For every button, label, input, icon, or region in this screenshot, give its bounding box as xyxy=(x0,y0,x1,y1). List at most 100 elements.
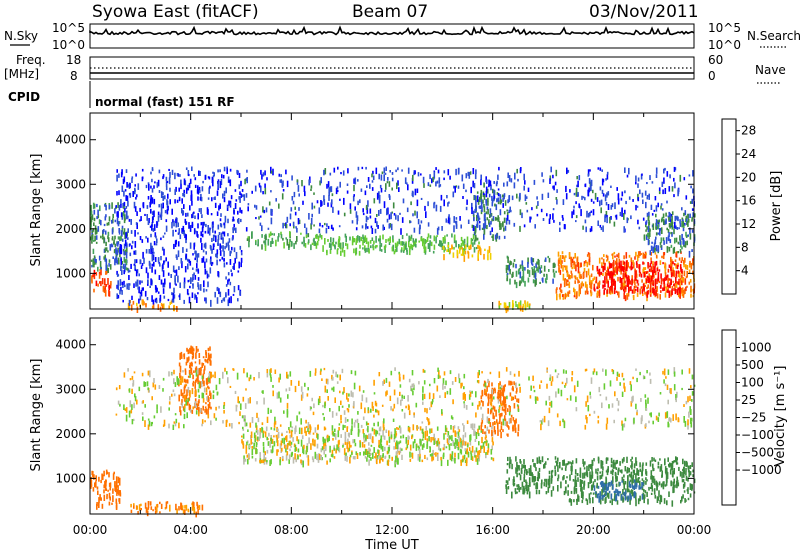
data-cell xyxy=(588,464,590,472)
data-cell xyxy=(583,263,585,267)
data-cell xyxy=(617,266,619,272)
data-cell xyxy=(189,205,191,211)
data-cell xyxy=(617,198,620,205)
data-cell xyxy=(658,280,661,283)
data-cell xyxy=(91,264,93,268)
data-cell xyxy=(475,412,477,418)
data-cell xyxy=(425,240,427,243)
data-cell xyxy=(275,239,277,247)
data-cell xyxy=(150,506,153,510)
data-cell xyxy=(163,248,165,256)
data-cell xyxy=(553,219,555,223)
data-cell xyxy=(366,207,369,214)
data-cell xyxy=(647,262,649,267)
data-cell xyxy=(562,476,564,481)
data-cell xyxy=(531,269,534,276)
data-cell xyxy=(582,472,584,479)
data-cell xyxy=(424,430,427,436)
data-cell xyxy=(396,245,398,252)
data-cell xyxy=(657,232,660,235)
data-cell xyxy=(688,470,690,478)
data-cell xyxy=(107,235,109,240)
data-cell xyxy=(308,437,310,444)
data-cell xyxy=(605,202,608,206)
data-cell xyxy=(304,223,306,228)
data-cell xyxy=(205,352,207,358)
data-cell xyxy=(332,438,334,441)
data-cell xyxy=(289,239,291,242)
data-cell xyxy=(536,266,538,271)
data-cell xyxy=(575,482,578,488)
data-cell xyxy=(115,498,118,504)
data-cell xyxy=(285,435,288,442)
data-cell xyxy=(589,280,592,283)
data-cell xyxy=(670,244,673,248)
data-cell xyxy=(291,196,294,201)
data-cell xyxy=(385,377,388,383)
data-cell xyxy=(685,231,687,237)
data-cell xyxy=(191,372,193,375)
data-cell xyxy=(280,440,283,446)
data-cell xyxy=(564,467,567,471)
data-cell xyxy=(486,450,489,455)
data-cell xyxy=(641,464,644,472)
data-cell xyxy=(587,173,590,177)
data-cell xyxy=(635,270,638,277)
data-cell xyxy=(301,180,303,187)
data-cell xyxy=(651,241,653,244)
data-cell xyxy=(285,444,287,449)
data-cell xyxy=(187,508,190,512)
data-cell xyxy=(470,455,473,460)
data-cell xyxy=(406,443,409,449)
data-cell xyxy=(498,413,501,416)
data-cell xyxy=(589,179,591,184)
data-cell xyxy=(172,292,175,300)
data-cell xyxy=(597,283,599,290)
data-cell xyxy=(508,264,510,272)
data-cell xyxy=(638,264,641,267)
data-cell xyxy=(519,192,521,200)
data-cell xyxy=(386,218,389,223)
data-cell xyxy=(616,459,618,464)
data-cell xyxy=(244,421,247,427)
data-cell xyxy=(376,245,378,248)
data-cell xyxy=(605,483,607,491)
data-cell xyxy=(273,233,275,236)
data-cell xyxy=(112,495,114,502)
data-cell xyxy=(682,468,684,472)
data-cell xyxy=(305,419,307,424)
data-cell xyxy=(444,247,446,251)
data-cell xyxy=(126,267,129,271)
data-cell xyxy=(194,361,197,364)
data-cell xyxy=(154,232,157,238)
data-cell xyxy=(336,249,339,255)
data-cell xyxy=(502,385,505,393)
data-cell xyxy=(532,258,535,263)
data-cell xyxy=(341,247,344,253)
data-cell xyxy=(111,228,114,235)
data-cell xyxy=(363,238,365,243)
data-cell xyxy=(348,447,351,452)
data-cell xyxy=(358,250,361,256)
data-cell xyxy=(525,479,527,484)
data-cell xyxy=(461,444,463,449)
data-cell xyxy=(180,502,182,509)
data-cell xyxy=(679,291,681,299)
data-cell xyxy=(658,219,660,223)
data-cell xyxy=(510,414,513,418)
data-cell xyxy=(272,385,274,388)
data-cell xyxy=(390,431,393,437)
data-cell xyxy=(271,237,274,244)
data-cell xyxy=(349,454,352,458)
data-cell xyxy=(297,218,300,225)
data-cell xyxy=(533,476,536,482)
data-cell xyxy=(129,182,131,188)
data-cell xyxy=(100,479,102,484)
data-cell xyxy=(620,494,623,501)
data-cell xyxy=(194,382,196,389)
data-cell xyxy=(616,500,619,505)
data-cell xyxy=(99,261,102,268)
data-cell xyxy=(622,260,624,265)
data-cell xyxy=(412,213,414,217)
data-cell xyxy=(462,434,465,441)
